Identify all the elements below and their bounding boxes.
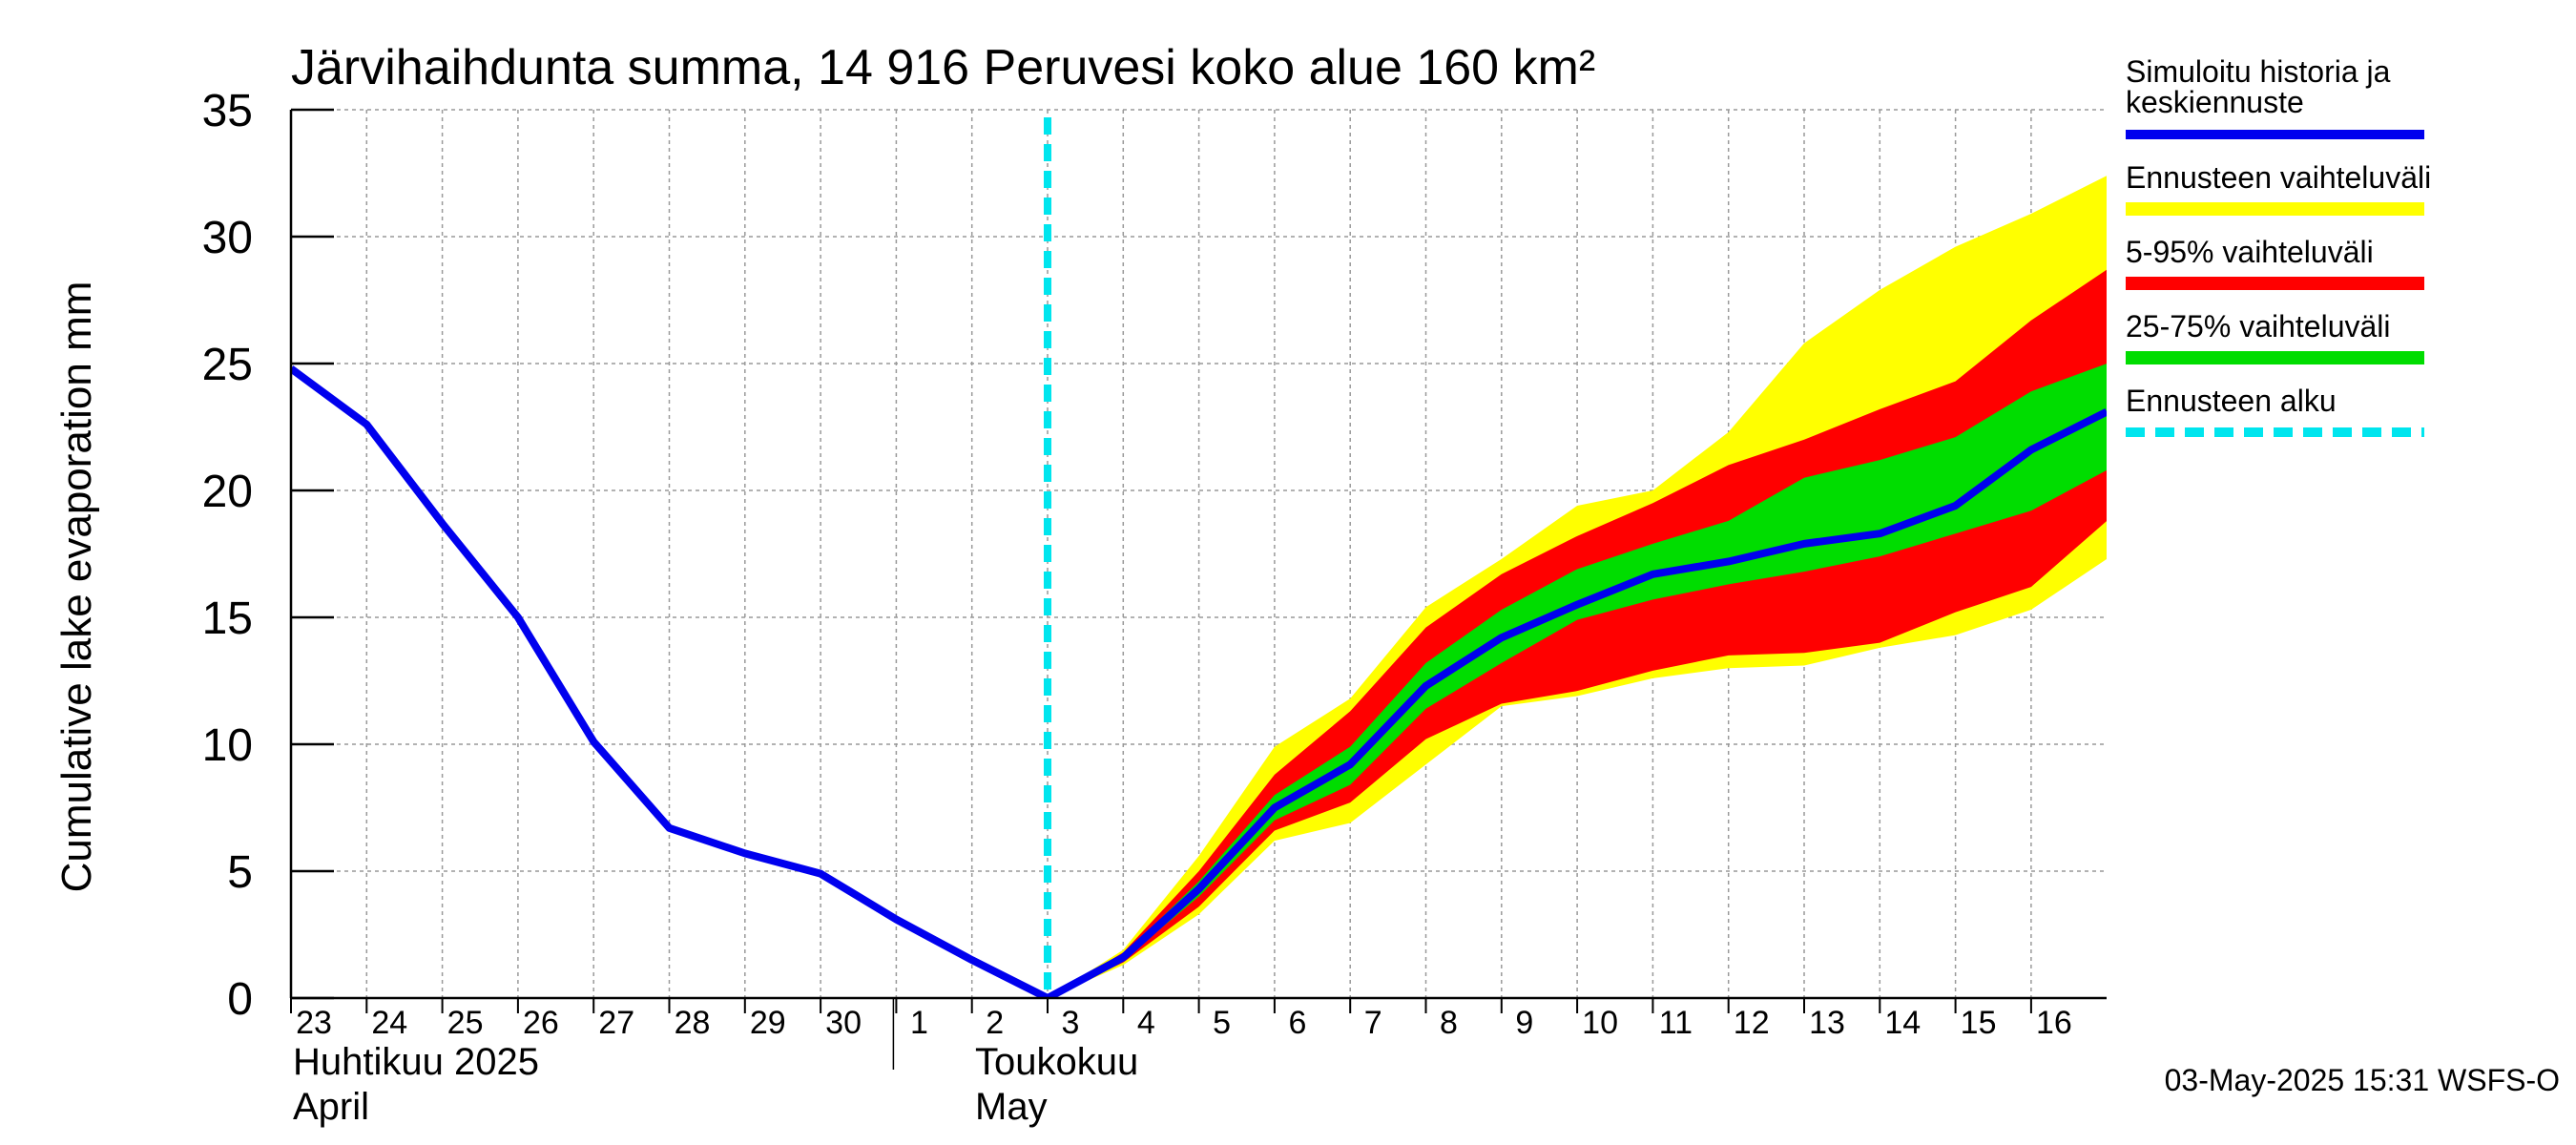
x-tick-label: 26: [523, 1005, 559, 1041]
month-label-line2: May: [975, 1086, 1048, 1128]
y-tick-label: 15: [202, 593, 253, 644]
legend-band-25-75-label: 25-75% vaihteluväli: [2126, 309, 2391, 344]
legend-band-5-95-label: 5-95% vaihteluväli: [2126, 235, 2374, 269]
x-tick-label: 7: [1364, 1005, 1382, 1041]
y-axis-label: Cumulative lake evaporation mm: [53, 281, 100, 893]
x-tick-label: 10: [1582, 1005, 1618, 1041]
legend-history-label-line2: keskiennuste: [2126, 85, 2304, 119]
x-tick-label: 25: [447, 1005, 484, 1041]
y-tick-label: 0: [227, 974, 253, 1025]
y-tick-label: 30: [202, 213, 253, 263]
x-tick-label: 8: [1440, 1005, 1458, 1041]
legend: Simuloitu historia ja keskiennuste Ennus…: [2126, 54, 2431, 437]
month-label-line2: April: [293, 1086, 369, 1128]
legend-band-full-label: Ennusteen vaihteluväli: [2126, 160, 2431, 195]
x-tick-label: 28: [675, 1005, 711, 1041]
x-tick-label: 5: [1213, 1005, 1231, 1041]
y-tick-label: 10: [202, 720, 253, 771]
footer-timestamp: 03-May-2025 15:31 WSFS-O: [2165, 1063, 2560, 1097]
x-tick-label: 6: [1288, 1005, 1306, 1041]
series-lines: [291, 117, 2107, 998]
axes: [289, 108, 2107, 1070]
x-tick-label: 16: [2036, 1005, 2072, 1041]
x-tick-label: 13: [1809, 1005, 1845, 1041]
x-tick-label: 27: [598, 1005, 634, 1041]
history-line: [291, 365, 1049, 998]
month-label-line1: Huhtikuu 2025: [293, 1041, 539, 1083]
x-tick-label: 14: [1884, 1005, 1921, 1041]
x-tick-label: 24: [371, 1005, 407, 1041]
forecast-bands: [1048, 176, 2107, 998]
x-tick-label: 3: [1062, 1005, 1080, 1041]
x-tick-label: 29: [750, 1005, 786, 1041]
y-tick-label: 5: [227, 847, 253, 898]
band-25-75: [1048, 364, 2107, 998]
x-tick-label: 2: [986, 1005, 1004, 1041]
y-tick-label: 20: [202, 467, 253, 517]
x-tick-label: 23: [296, 1005, 332, 1041]
x-tick-label: 1: [910, 1005, 928, 1041]
y-tick-label: 35: [202, 86, 253, 136]
x-tick-label: 4: [1137, 1005, 1155, 1041]
legend-history-label-line1: Simuloitu historia ja: [2126, 54, 2391, 89]
y-tick-label: 25: [202, 340, 253, 390]
chart-title: Järvihaihdunta summa, 14 916 Peruvesi ko…: [291, 40, 1595, 95]
x-tick-label: 12: [1734, 1005, 1770, 1041]
x-tick-label: 9: [1515, 1005, 1533, 1041]
legend-forecast-start-label: Ennusteen alku: [2126, 384, 2337, 418]
median-forecast-line: [1046, 407, 2107, 998]
month-label-line1: Toukokuu: [975, 1041, 1138, 1083]
x-tick-label: 30: [825, 1005, 862, 1041]
x-tick-label: 11: [1659, 1005, 1693, 1041]
band-5-95: [1048, 269, 2107, 998]
x-tick-label: 15: [1961, 1005, 1997, 1041]
